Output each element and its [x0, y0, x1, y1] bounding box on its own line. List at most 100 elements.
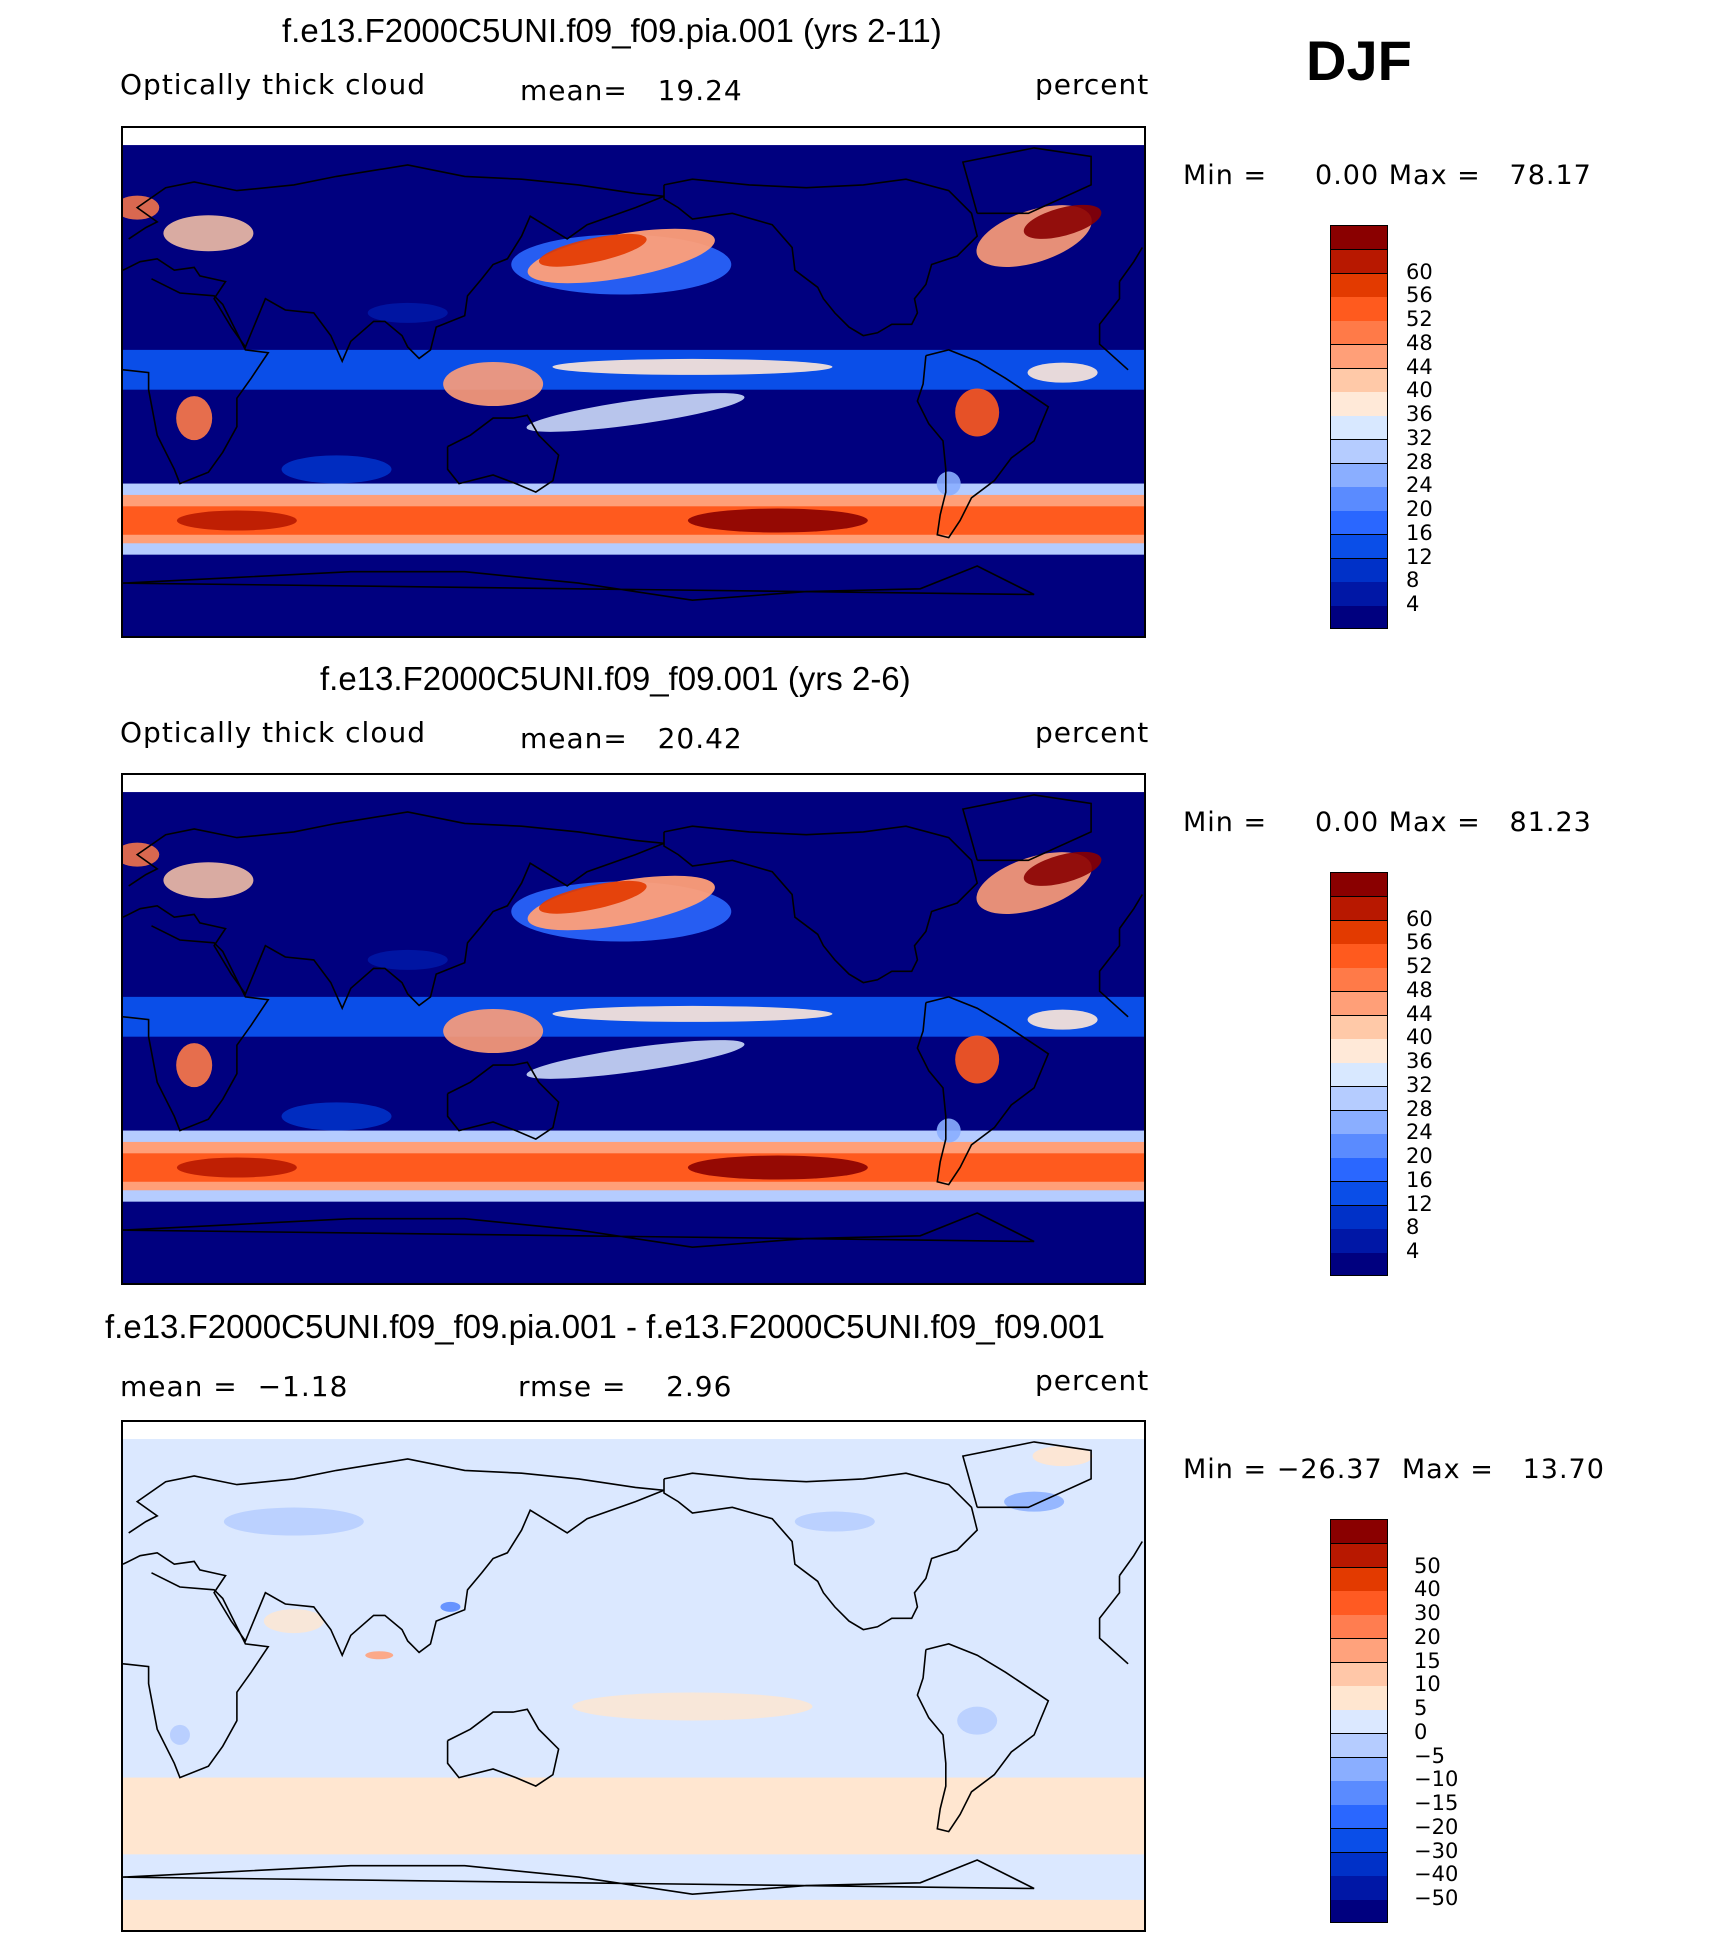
colorbar-segment	[1330, 1014, 1388, 1039]
panel-2-max-value: 81.23	[1509, 807, 1592, 838]
panel-1-variable: Optically thick cloud	[120, 68, 426, 101]
diff-africa-neg	[169, 1724, 190, 1745]
panel-1-colorbar: 60 56 52 48 44 40 36 32 28 24 20 16 12 8 4	[1330, 225, 1433, 630]
colorbar-tick-label: 60	[1406, 259, 1433, 284]
colorbar-segment	[1330, 225, 1388, 250]
panel-3-mean-label: mean =	[120, 1370, 238, 1403]
panel-3-minmax: Min = −26.37 Max = 13.70	[1183, 1454, 1605, 1485]
colorbar-segment	[1330, 1519, 1388, 1544]
colorbar-tick-label: 56	[1406, 283, 1433, 308]
colorbar-tick-label: 4	[1406, 592, 1420, 617]
panel-1-units: percent	[1035, 68, 1150, 101]
panel-2-min-label: Min =	[1183, 807, 1268, 838]
colorbar-tick-label: 48	[1406, 330, 1433, 355]
colorbar-tick-label: 36	[1406, 1049, 1433, 1074]
na-core	[1023, 851, 1102, 886]
panel-3-max-label: Max =	[1401, 1454, 1494, 1485]
panel-2-mean-label: mean=	[520, 722, 628, 755]
coastline-europe-asia	[1118, 247, 1143, 283]
np-core	[538, 233, 647, 267]
na-core	[1023, 204, 1102, 239]
colorbar-segment	[1330, 1180, 1388, 1206]
panel-1-minmax: Min = 0.00 Max = 78.17	[1183, 160, 1592, 191]
panel-1-title: f.e13.F2000C5UNI.f09_f09.pia.001 (yrs 2-…	[282, 12, 942, 49]
coastline-north-america	[663, 178, 979, 337]
amazon	[955, 1035, 1000, 1084]
amazon	[955, 388, 1000, 437]
panel-2-minmax: Min = 0.00 Max = 81.23	[1183, 807, 1592, 838]
colorbar-tick-label: 5	[1414, 1696, 1428, 1721]
panel-2-variable: Optically thick cloud	[120, 716, 426, 749]
coastline-antarctica	[123, 1212, 1035, 1249]
coastline-europe-asia	[1118, 894, 1143, 930]
season-label: DJF	[1306, 29, 1412, 92]
colorbar-tick-label: 20	[1406, 1144, 1433, 1169]
colorbar-tick-label: 30	[1414, 1601, 1441, 1626]
diff-arabia	[263, 1609, 324, 1634]
coastline-north-america	[663, 1472, 979, 1631]
europe-cloud	[163, 862, 254, 899]
np-track	[527, 228, 715, 284]
colorbar-tick-label: 32	[1406, 1072, 1433, 1097]
coastline-australia	[446, 1708, 560, 1788]
colorbar-tick-label: 48	[1406, 977, 1433, 1002]
colorbar-segment	[1330, 1085, 1388, 1111]
coastline-australia	[446, 1061, 560, 1141]
colorbar-tick-label: 36	[1406, 402, 1433, 427]
colorbar-segment	[1330, 872, 1388, 897]
colorbar-tick-label: 12	[1406, 544, 1433, 569]
polar-rim-top	[123, 128, 1144, 146]
europe-north	[123, 195, 160, 220]
panel-3-mean-value: −1.18	[257, 1370, 349, 1403]
colorbar-tick-label: 52	[1406, 307, 1433, 332]
panel-3-units: percent	[1035, 1364, 1150, 1397]
coastline-africa	[1098, 1575, 1129, 1665]
central-africa	[176, 396, 213, 441]
colorbar-tick-label: 10	[1414, 1672, 1441, 1697]
panel-3-min-label: Min =	[1183, 1454, 1268, 1485]
colorbar-tick-label: 20	[1406, 497, 1433, 522]
maritime-continent	[443, 1009, 544, 1053]
indian-ocean-low	[281, 455, 392, 484]
panel-2-map-svg	[123, 775, 1144, 1283]
colorbar-segment	[1330, 438, 1388, 464]
panel-3-rmse-label: rmse =	[518, 1370, 627, 1403]
colorbar-tick-label: 44	[1406, 1001, 1433, 1026]
colorbar-tick-label: 8	[1406, 1215, 1420, 1240]
colorbar-segment	[1330, 1204, 1388, 1229]
polar-rim-top	[123, 775, 1144, 793]
diff-canada-neg	[794, 1511, 875, 1532]
panel-3-min-value: −26.37	[1276, 1454, 1383, 1485]
spcz	[526, 1040, 745, 1079]
colorbar-tick-label: 16	[1406, 520, 1433, 545]
colorbar-tick-label: −50	[1414, 1886, 1459, 1911]
argentina	[936, 1118, 961, 1143]
panel-3-map	[121, 1420, 1146, 1932]
panel-2-max-label: Max =	[1388, 807, 1481, 838]
argentina	[936, 471, 961, 496]
colorbar-tick-label: 32	[1406, 425, 1433, 450]
colorbar-tick-label: 24	[1406, 473, 1433, 498]
coastline-greenland	[961, 1441, 1092, 1509]
so-max-indian	[176, 510, 297, 531]
asia-dry	[367, 949, 448, 970]
coastline-europe-asia	[123, 1458, 665, 1658]
panel-1-map	[121, 126, 1146, 638]
np-core	[538, 880, 647, 914]
diff-bay-pos	[365, 1651, 394, 1660]
colorbar-segment	[1330, 1590, 1388, 1615]
panel-2-colorbar: 60 56 52 48 44 40 36 32 28 24 20 16 12 8 4	[1330, 872, 1433, 1277]
panel-3-mean: mean = −1.18	[120, 1370, 348, 1403]
colorbar-segment	[1330, 895, 1388, 920]
panel-3-colorbar: 50 40 30 20 15 10 5 0 −5 −10 −15 −20 −30 −40 −50	[1330, 1519, 1458, 1924]
diff-spcz	[572, 1692, 813, 1721]
colorbar-tick-label: 8	[1406, 568, 1420, 593]
colorbar-tick-label: −5	[1414, 1743, 1445, 1768]
colorbar-segment	[1330, 1756, 1388, 1781]
panel-1-map-svg	[123, 128, 1144, 636]
colorbar-segment	[1330, 1827, 1388, 1853]
so-max-pacific	[687, 1155, 868, 1180]
colorbar-tick-label: 12	[1406, 1191, 1433, 1216]
colorbar-tick-label: 16	[1406, 1167, 1433, 1192]
panel-1-max-label: Max =	[1388, 160, 1481, 191]
